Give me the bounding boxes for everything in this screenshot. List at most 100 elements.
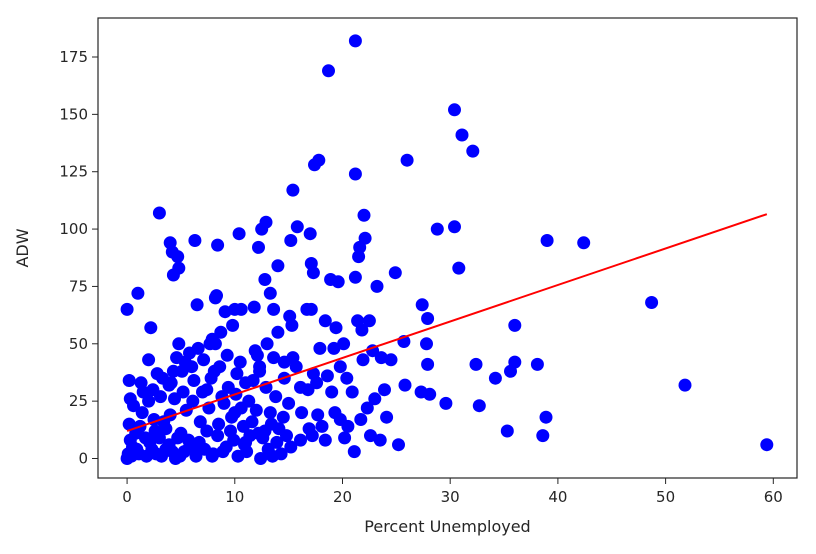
data-point [760,438,774,452]
data-point [313,341,327,355]
data-point [166,364,180,378]
data-point [448,220,461,234]
data-point [352,250,366,264]
data-point [178,355,192,369]
data-point [500,424,514,438]
data-point [421,357,435,371]
data-point [226,318,240,332]
data-point [311,408,325,422]
data-point [294,433,307,447]
data-point [455,128,469,142]
data-point [328,406,342,420]
data-point [271,325,285,339]
data-point [254,452,268,465]
data-point [348,270,362,284]
data-point [539,410,553,424]
y-tick-label: 150 [59,105,88,123]
data-point [245,415,259,429]
data-point [188,234,202,247]
data-point [203,337,217,351]
data-point [272,422,286,436]
data-point [212,417,226,431]
data-point [282,396,296,410]
data-point [430,222,444,236]
data-point [142,353,156,367]
data-point [263,286,277,300]
data-point [508,318,522,332]
x-tick-label: 60 [764,488,783,506]
y-tick-label: 175 [59,48,88,66]
data-point [289,360,303,374]
data-point [295,406,309,420]
data-point [131,286,145,300]
data-point [225,410,239,424]
data-point [284,234,298,247]
x-tick-label: 40 [548,488,567,506]
data-point [337,337,351,351]
data-point [423,387,437,401]
data-point [400,153,414,167]
data-point [142,394,156,408]
data-point [373,433,387,447]
data-point [338,431,352,445]
data-point [421,312,435,325]
data-point [398,378,412,392]
data-point [250,348,264,362]
data-point [247,300,261,314]
data-point [356,353,370,367]
data-point [152,206,166,220]
data-point [239,376,253,390]
data-point [271,259,285,273]
data-point [472,399,486,413]
data-point [228,302,242,316]
data-point [286,183,300,197]
data-point [347,445,361,459]
data-point [384,353,398,367]
data-point [380,410,394,424]
data-point [233,355,247,369]
data-point [358,231,372,245]
data-point [122,417,136,431]
data-point [354,413,368,426]
data-point [368,392,382,406]
data-point [249,403,263,417]
data-point [448,103,461,117]
y-tick-label: 100 [59,220,88,238]
data-point [243,429,257,443]
data-point [370,279,384,293]
data-point [267,351,281,365]
data-point [210,289,223,303]
data-point [488,371,502,385]
data-point [364,429,377,443]
data-point [258,424,272,438]
data-point [122,374,136,387]
data-point [134,376,148,390]
data-point [182,433,195,447]
x-tick-label: 50 [656,488,675,506]
points-layer [120,34,774,465]
data-point [276,410,290,424]
x-tick-label: 30 [441,488,460,506]
data-point [322,64,335,78]
data-point [216,445,230,459]
data-point [190,298,204,312]
data-point [159,442,173,456]
data-point [270,435,284,449]
data-point [267,302,281,316]
data-point [308,158,321,172]
data-point [645,296,659,309]
data-point [156,371,170,385]
data-point [374,351,388,365]
data-point [303,227,317,241]
data-point [123,392,137,406]
data-point [341,419,355,433]
data-point [466,144,480,158]
data-point [348,34,362,48]
data-point [197,353,211,367]
data-point [205,449,219,463]
data-point [172,337,186,351]
data-point [540,234,554,247]
data-point [260,337,274,351]
y-tick-label: 25 [69,392,88,410]
data-point [253,364,267,378]
